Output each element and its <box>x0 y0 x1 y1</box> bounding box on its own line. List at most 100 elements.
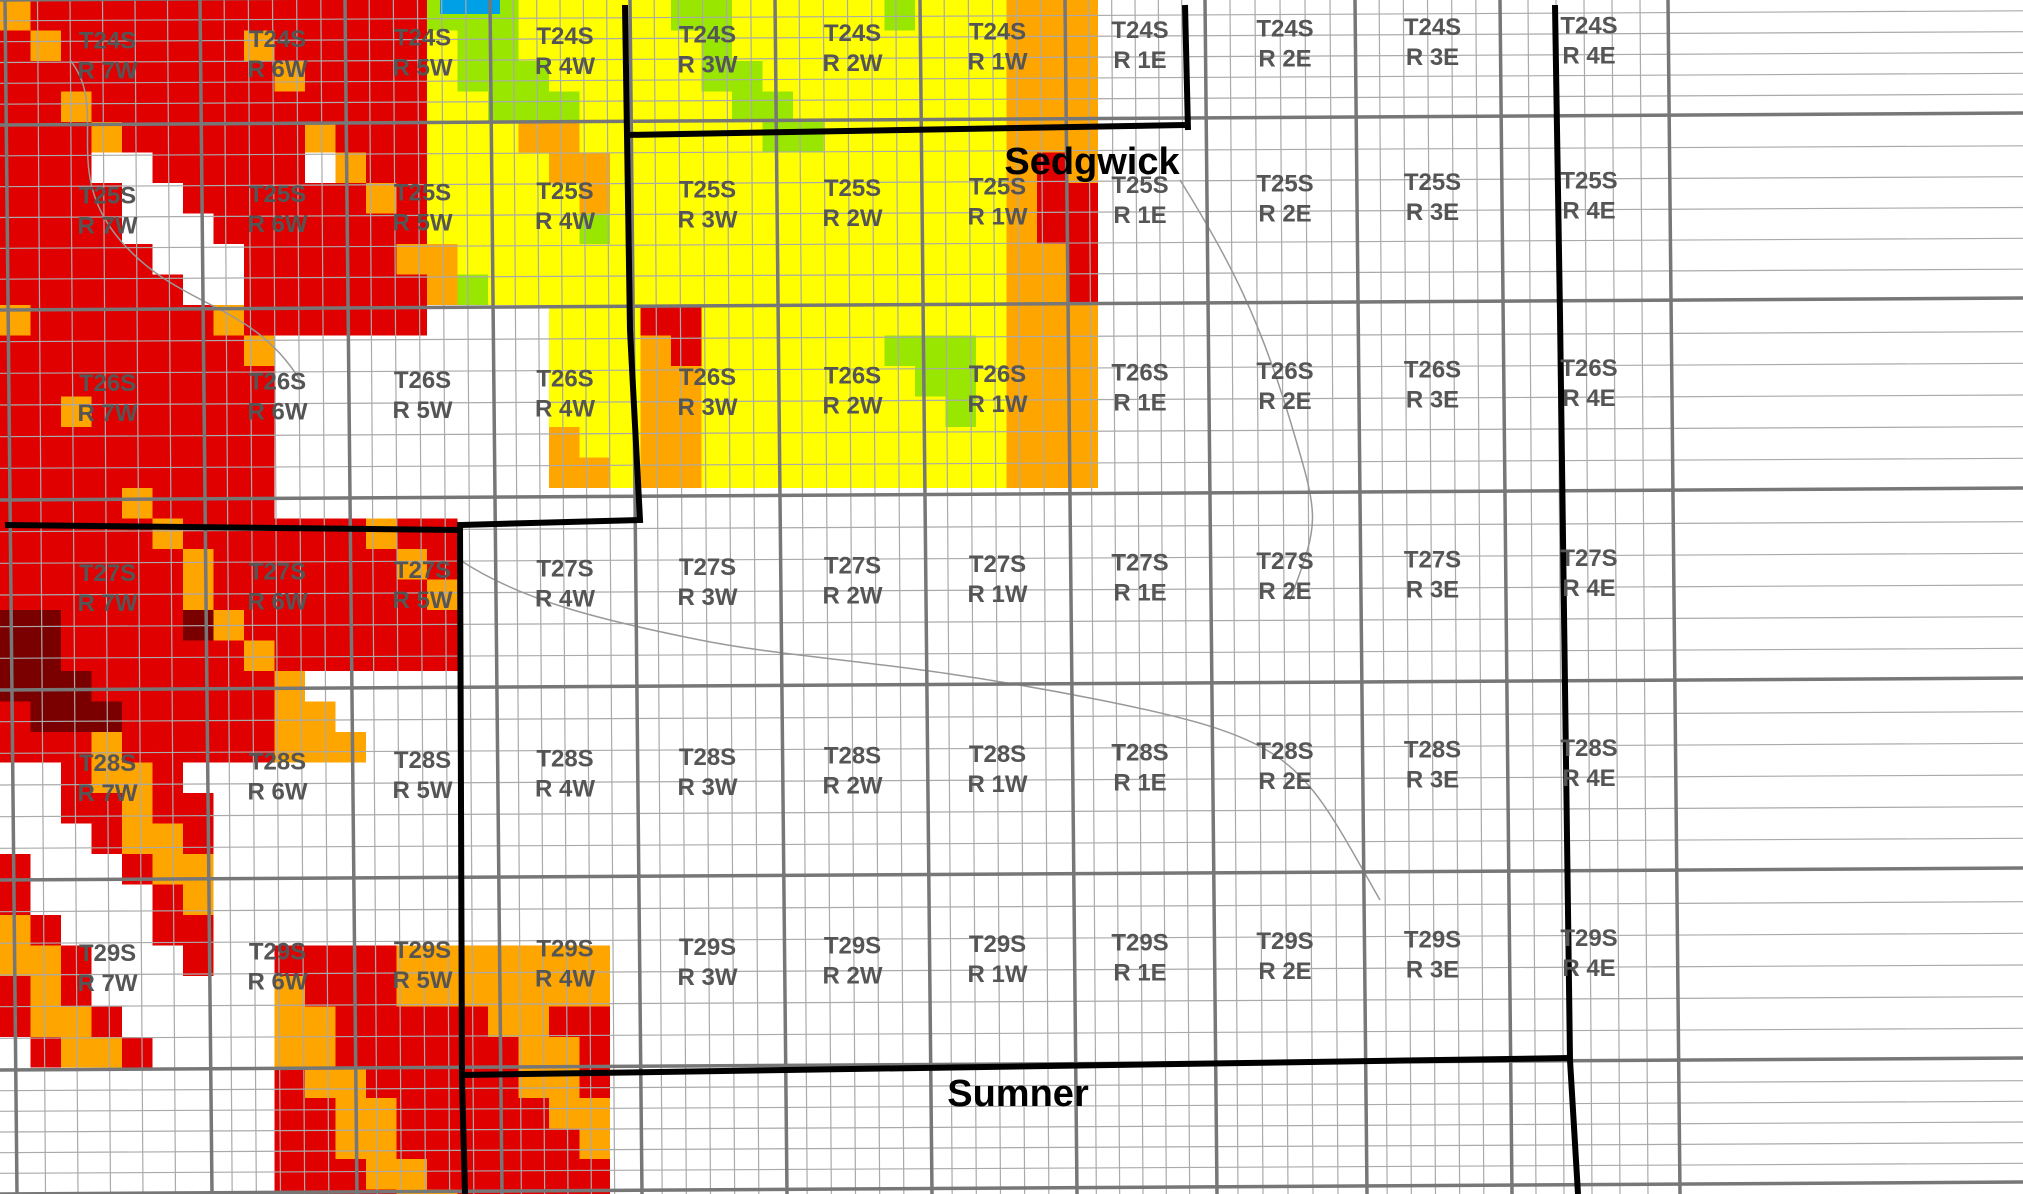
section-line <box>1451 0 1461 1194</box>
section-fill <box>305 732 336 763</box>
section-line <box>0 1121 2023 1133</box>
section-fill <box>91 823 122 854</box>
section-fill <box>440 0 500 14</box>
section-fill <box>549 1098 580 1129</box>
section-fill <box>732 274 763 305</box>
section-line <box>822 0 832 1194</box>
section-fill <box>244 457 275 488</box>
section-fill <box>335 122 366 153</box>
section-fill <box>1006 274 1037 305</box>
range-label-line: R 5W <box>393 397 453 424</box>
section-line <box>0 806 2023 818</box>
section-fill <box>122 671 153 702</box>
section-fill <box>579 1159 610 1190</box>
section-line <box>0 1100 2023 1112</box>
section-fill <box>671 152 702 183</box>
section-fill <box>640 366 671 397</box>
range-label-line: R 6W <box>248 56 308 83</box>
township-label-line: T25S <box>394 180 451 207</box>
section-fill <box>244 549 275 580</box>
section-fill <box>91 762 122 793</box>
range-label-line: R 5W <box>393 55 453 82</box>
range-label-line: R 4W <box>535 396 595 423</box>
township-label: T29S R 1E <box>1111 930 1168 987</box>
section-fill <box>549 244 580 275</box>
section-fill <box>0 183 31 214</box>
section-fill <box>335 244 366 275</box>
section-fill <box>61 1037 92 1068</box>
range-label-line: R 3E <box>1406 767 1459 794</box>
section-fill <box>366 30 397 61</box>
section-fill <box>183 122 214 153</box>
section-fill <box>518 945 549 976</box>
township-label: T25S R 2E <box>1256 171 1313 228</box>
section-fill <box>793 122 824 153</box>
section-fill <box>30 915 61 946</box>
county-boundary <box>624 122 1186 138</box>
section-fill <box>30 457 61 488</box>
township-label-line: T25S <box>1560 168 1617 195</box>
section-fill <box>518 91 549 122</box>
section-fill <box>732 457 763 488</box>
section-line <box>465 0 475 1194</box>
section-fill <box>854 244 885 275</box>
section-line <box>36 0 47 1194</box>
range-label-line: R 4W <box>535 966 595 993</box>
section-fill <box>30 945 61 976</box>
township-label-line: T28S <box>1256 738 1313 765</box>
township-label-line: T26S <box>249 369 306 396</box>
section-fill <box>793 152 824 183</box>
section-fill <box>61 701 92 732</box>
section-fill <box>579 335 610 366</box>
section-fill <box>976 152 1007 183</box>
section-fill <box>122 0 153 31</box>
section-fill <box>61 640 92 671</box>
section-line <box>653 0 663 1194</box>
township-label: T29S R 2E <box>1256 928 1313 985</box>
township-label-line: T25S <box>1404 169 1461 196</box>
section-fill <box>274 579 305 610</box>
section-fill <box>183 457 214 488</box>
section-fill <box>152 396 183 427</box>
township-label: T24S R 1W <box>968 19 1028 76</box>
section-line <box>0 145 2023 157</box>
section-fill <box>213 0 244 31</box>
section-fill <box>793 274 824 305</box>
section-fill <box>305 91 336 122</box>
township-label: T29S R 5W <box>393 937 453 994</box>
section-fill <box>396 945 427 976</box>
section-fill <box>122 30 153 61</box>
section-fill <box>152 915 183 946</box>
section-fill <box>976 274 1007 305</box>
section-line <box>0 837 2023 849</box>
section-fill <box>152 793 183 824</box>
township-label: T28S R 4W <box>535 746 595 803</box>
section-fill <box>793 366 824 397</box>
section-fill <box>152 335 183 366</box>
section-fill <box>244 274 275 305</box>
section-fill <box>884 457 915 488</box>
section-fill <box>122 61 153 92</box>
section-fill <box>579 427 610 458</box>
section-fill <box>823 91 854 122</box>
section-line <box>0 176 2023 188</box>
township-label-line: T24S <box>969 19 1026 46</box>
section-fill <box>1006 61 1037 92</box>
range-label-line: R 3E <box>1406 44 1459 71</box>
section-line <box>0 774 2023 786</box>
section-fill <box>122 549 153 580</box>
township-label-line: T27S <box>1404 547 1461 574</box>
section-fill <box>61 122 92 153</box>
township-label-line: T26S <box>394 367 451 394</box>
section-fill <box>915 244 946 275</box>
section-fill <box>335 152 366 183</box>
section-fill <box>274 122 305 153</box>
section-fill <box>610 335 641 366</box>
section-fill <box>823 427 854 458</box>
section-fill <box>457 122 488 153</box>
section-fill <box>396 1098 427 1129</box>
section-fill <box>152 762 183 793</box>
section-fill <box>274 274 305 305</box>
section-fill <box>30 488 61 519</box>
